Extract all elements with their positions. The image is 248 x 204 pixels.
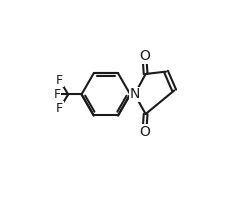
Text: F: F bbox=[56, 102, 63, 115]
Text: O: O bbox=[139, 125, 150, 139]
Text: F: F bbox=[54, 88, 61, 101]
Text: N: N bbox=[129, 87, 140, 101]
Text: O: O bbox=[139, 49, 150, 63]
Text: F: F bbox=[56, 74, 63, 87]
